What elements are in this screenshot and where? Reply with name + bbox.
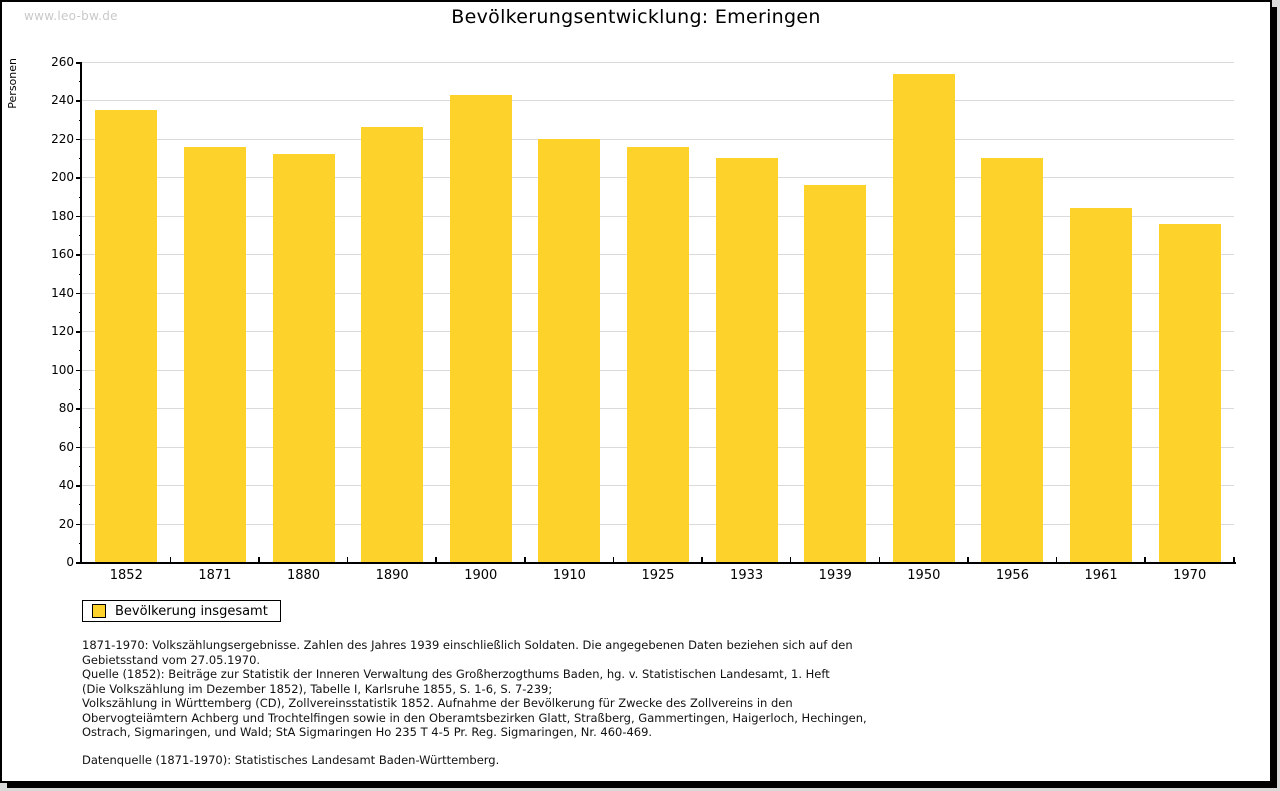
footnotes: 1871-1970: Volkszählungsergebnisse. Zahl… [82,638,892,767]
y-major-tick-220 [76,138,82,141]
x-axis-label-1910: 1910 [552,568,586,583]
y-major-tick-140 [76,292,82,295]
note-line-1: 1871-1970: Volkszählungsergebnisse. Zahl… [82,638,853,652]
x-tick-10 [967,557,969,562]
bar-1961 [1070,208,1133,562]
x-axis-label-1871: 1871 [198,568,232,583]
note-line-6: Obervogteiämtern Achberg und Trochtelfin… [82,710,867,725]
x-axis-label-1852: 1852 [109,568,143,583]
y-major-tick-180 [76,215,82,218]
y-major-tick-0 [76,562,82,564]
x-tick-9 [878,557,881,562]
note-line-3: Quelle (1852): Beiträge zur Statistik de… [82,667,830,681]
y-axis-title: Personen [6,58,19,109]
y-axis-label-220: 220 [51,131,74,146]
y-axis-label-40: 40 [58,478,74,493]
watermark: www.leo-bw.de [24,9,118,23]
x-tick-5 [524,557,526,562]
y-major-tick-100 [76,369,82,372]
x-tick-1 [169,557,172,562]
bar-1970 [1158,223,1221,562]
bar-1910 [538,138,601,562]
x-axis-label-1961: 1961 [1084,568,1118,583]
x-tick-4 [435,557,437,562]
bar-1880 [272,154,335,562]
x-axis-label-1880: 1880 [286,568,321,583]
x-tick-2 [258,557,260,562]
x-tick-6 [612,557,615,562]
y-axis-label-0: 0 [66,555,74,569]
source-notes: 1871-1970: Volkszählungsergebnisse. Zahl… [82,638,892,740]
x-tick-12 [1144,557,1146,562]
gridline-y-240 [82,100,1234,102]
x-axis-label-1970: 1970 [1173,568,1207,583]
x-axis-label-1956: 1956 [995,568,1029,583]
y-major-tick-200 [76,177,82,179]
y-axis-label-240: 240 [51,93,74,108]
gridline-y-260 [82,62,1234,63]
y-axis-label-80: 80 [58,401,74,416]
chart-title: Bevölkerungsentwicklung: Emeringen [451,6,821,28]
x-tick-13 [1233,557,1235,562]
legend: Bevölkerung insgesamt [82,600,281,622]
gridline-y-220 [82,138,1234,140]
x-axis-label-1933: 1933 [730,568,764,583]
y-axis-label-160: 160 [51,247,74,262]
y-axis-label-120: 120 [51,324,74,339]
y-major-tick-20 [76,523,82,526]
y-axis-label-180: 180 [51,208,74,223]
note-line-2: Gebietsstand vom 27.05.1970. [82,652,261,667]
y-axis-label-60: 60 [58,439,74,454]
y-axis-line [80,62,82,564]
bar-1871 [183,146,246,562]
note-line-4: (Die Volkszählung im Dezember 1852), Tab… [82,681,553,696]
x-tick-8 [789,557,792,562]
y-axis-label-100: 100 [51,362,74,377]
x-axis-line [80,562,1236,564]
bar-1890 [361,127,424,562]
x-axis-label-1939: 1939 [818,568,852,583]
bar-1939 [804,185,867,562]
y-major-tick-40 [76,485,82,487]
datasource-line: Datenquelle (1871-1970): Statistisches L… [82,752,500,767]
y-major-tick-260 [76,62,82,64]
bar-1956 [981,158,1044,562]
legend-swatch-icon [92,604,106,618]
y-major-tick-120 [76,331,82,333]
legend-label: Bevölkerung insgesamt [115,603,268,619]
y-major-tick-240 [76,100,82,102]
note-line-7: Ostrach, Sigmaringen, und Wald; StA Sigm… [82,725,653,739]
y-axis-label-20: 20 [58,516,74,531]
bar-1852 [95,110,158,562]
y-major-tick-60 [76,446,82,449]
x-axis-label-1925: 1925 [641,568,675,583]
y-major-tick-160 [76,254,82,256]
x-axis-label-1950: 1950 [907,568,941,583]
y-major-tick-80 [76,408,82,410]
bar-1950 [892,73,955,562]
note-line-5: Volkszählung in Württemberg (CD), Zollve… [82,696,793,710]
y-axis-label-260: 260 [51,55,74,69]
bar-1933 [715,158,778,562]
x-tick-3 [346,557,349,562]
bar-1900 [449,94,512,562]
x-axis-label-1890: 1890 [375,568,409,583]
x-axis-label-1900: 1900 [464,568,498,583]
x-tick-7 [701,557,703,562]
bar-1925 [627,146,689,562]
x-tick-11 [1055,557,1058,562]
y-axis-label-200: 200 [51,170,74,185]
y-axis-label-140: 140 [51,285,74,300]
